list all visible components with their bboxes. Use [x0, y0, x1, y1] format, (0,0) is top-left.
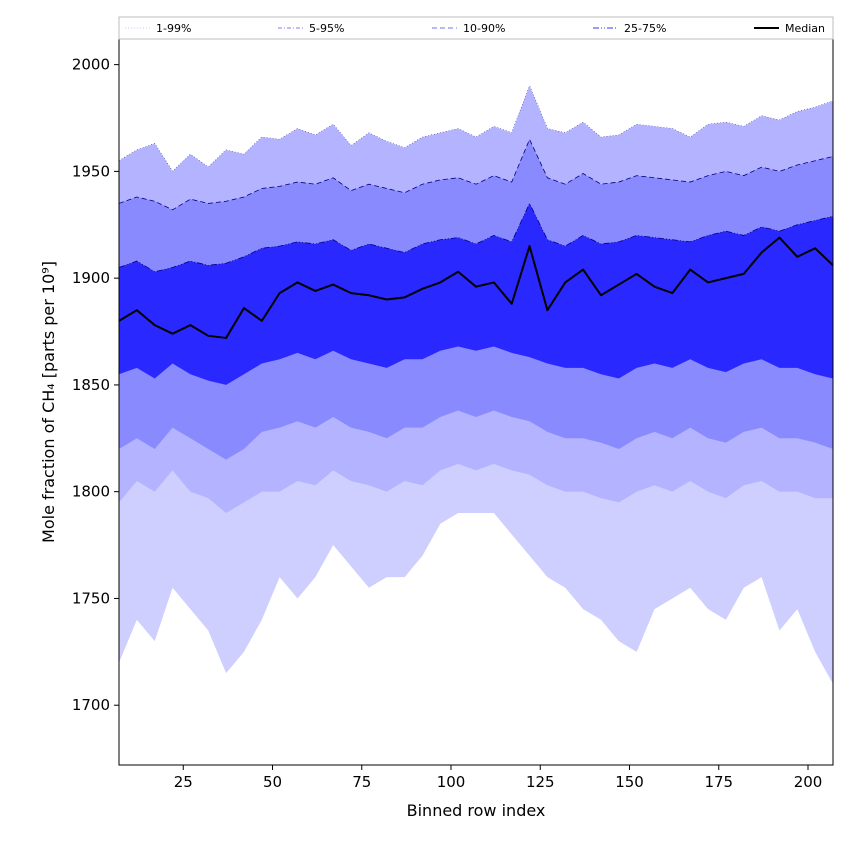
y-tick-label: 1700 — [72, 696, 110, 714]
legend-entry-Median: Median — [754, 22, 825, 35]
legend-box — [118, 16, 834, 40]
x-tick-label: 100 — [437, 773, 466, 791]
legend-label: 25-75% — [624, 22, 666, 35]
x-tick-label: 125 — [526, 773, 555, 791]
legend-label: 10-90% — [463, 22, 505, 35]
band-10-90%-upper-line — [119, 138, 833, 211]
legend-entry-1-99%: 1-99% — [125, 22, 191, 35]
legend-entry-10-90%: 10-90% — [432, 22, 505, 35]
y-axis-label: Mole fraction of CH₄ [parts per 10⁹] — [39, 261, 58, 543]
x-tick-label: 200 — [794, 773, 823, 791]
y-tick-label: 1950 — [72, 162, 110, 180]
x-tick-label: 75 — [352, 773, 371, 791]
x-axis-label: Binned row index — [407, 801, 546, 820]
y-axis-ticks: 1700 1750 1800 1850 1900 1950 2000 — [72, 56, 119, 714]
x-tick-label: 25 — [174, 773, 193, 791]
median-layer — [119, 236, 833, 339]
band-25-75%-upper-line — [119, 202, 833, 273]
legend-label: 1-99% — [156, 22, 191, 35]
median-line — [119, 236, 833, 339]
x-axis-ticks: 25 50 75 100 125 150 175 200 — [174, 765, 823, 791]
legend: 1-99% 5-95% 10-90% 25-75% Median — [118, 16, 834, 40]
band-25-75%-area — [119, 203, 833, 385]
legend-label: 5-95% — [309, 22, 344, 35]
x-tick-label: 175 — [704, 773, 733, 791]
y-tick-label: 1750 — [72, 589, 110, 607]
y-tick-label: 1800 — [72, 483, 110, 501]
legend-entry-25-75%: 25-75% — [593, 22, 666, 35]
y-tick-label: 1900 — [72, 269, 110, 287]
y-tick-label: 1850 — [72, 376, 110, 394]
bands-layer — [119, 84, 833, 684]
legend-entry-5-95%: 5-95% — [278, 22, 344, 35]
x-tick-label: 50 — [263, 773, 282, 791]
x-tick-label: 150 — [615, 773, 644, 791]
y-tick-label: 2000 — [72, 56, 110, 74]
legend-label: Median — [785, 22, 825, 35]
